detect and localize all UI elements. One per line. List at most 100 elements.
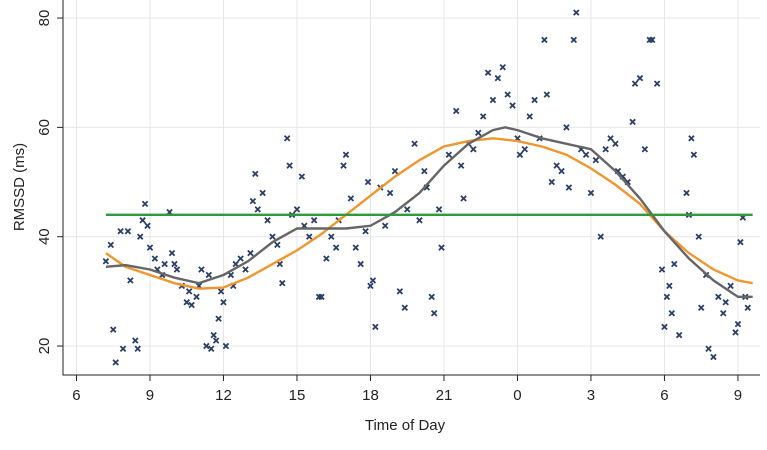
x-tick-label: 15 [289, 387, 306, 404]
point [347, 195, 355, 202]
x-tick-label: 3 [587, 387, 595, 404]
fit-line [105, 126, 753, 299]
point [695, 233, 702, 240]
point [254, 206, 262, 213]
point [215, 315, 222, 322]
point [602, 145, 609, 153]
point [264, 217, 271, 224]
point [504, 91, 511, 98]
point [675, 331, 683, 339]
point [499, 64, 506, 71]
point [247, 249, 254, 257]
point [207, 345, 215, 352]
point [286, 162, 293, 169]
point [205, 271, 213, 279]
point [543, 91, 551, 98]
point [107, 241, 115, 249]
point [117, 227, 124, 235]
x-tick-label: 9 [734, 387, 742, 404]
x-tick-label: 21 [436, 387, 453, 404]
point [391, 167, 399, 175]
point [310, 217, 318, 224]
point [298, 173, 306, 180]
point [127, 277, 134, 284]
point [161, 260, 168, 268]
point [457, 162, 465, 169]
point [183, 299, 190, 306]
point [386, 189, 394, 197]
point [102, 258, 110, 265]
x-tick-label: 12 [215, 387, 232, 404]
point [705, 345, 712, 352]
point [132, 337, 139, 344]
point [193, 293, 200, 301]
point [521, 145, 529, 153]
point [683, 189, 690, 197]
y-tick-label: 80 [36, 10, 53, 27]
point [124, 227, 132, 235]
point [328, 233, 335, 240]
point [212, 337, 220, 344]
point [168, 249, 176, 257]
point [509, 102, 516, 109]
point [671, 260, 678, 268]
point [139, 217, 146, 224]
point [342, 151, 350, 158]
point [658, 266, 666, 273]
point [435, 206, 443, 213]
point [732, 329, 739, 336]
point [141, 200, 149, 208]
x-tick-label: 18 [362, 387, 379, 404]
point [737, 238, 744, 246]
point [416, 217, 423, 224]
point [188, 301, 195, 309]
point [283, 135, 291, 142]
point [516, 151, 524, 158]
point [403, 206, 411, 213]
point [653, 80, 661, 87]
point [362, 227, 369, 235]
point [489, 96, 497, 104]
point [663, 293, 671, 301]
x-tick-label: 0 [513, 387, 521, 404]
point [631, 80, 639, 87]
y-tick-label: 20 [36, 338, 53, 355]
point [460, 195, 467, 202]
point [612, 140, 619, 148]
point [396, 288, 404, 295]
point [144, 222, 151, 230]
point [722, 299, 729, 306]
y-tick-label: 60 [36, 119, 53, 136]
point [305, 233, 313, 240]
point [715, 293, 722, 301]
point [381, 222, 389, 230]
point [587, 189, 595, 197]
point [276, 260, 284, 268]
point [146, 244, 154, 251]
point [484, 69, 492, 76]
point [136, 233, 144, 240]
point [364, 178, 372, 186]
point [548, 178, 555, 186]
point [352, 244, 360, 251]
point [332, 244, 340, 251]
point [401, 304, 408, 311]
point [697, 304, 705, 311]
point [242, 266, 249, 273]
point [259, 189, 266, 197]
point [222, 342, 230, 350]
axes [62, 0, 760, 376]
point [438, 244, 445, 251]
point [629, 118, 636, 126]
fit-line [105, 137, 753, 290]
point [252, 170, 259, 178]
point [227, 271, 235, 279]
point [173, 266, 181, 273]
point [648, 36, 656, 44]
point [470, 145, 477, 153]
point [452, 107, 460, 115]
point [720, 309, 727, 317]
point [641, 145, 649, 153]
point [445, 151, 453, 158]
